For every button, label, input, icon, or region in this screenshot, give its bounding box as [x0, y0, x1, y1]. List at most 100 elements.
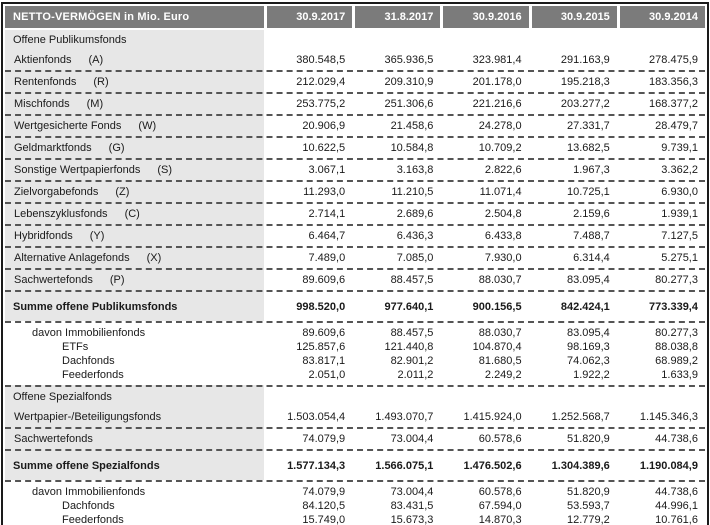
- cell-value: 88.457,5: [390, 274, 434, 286]
- row-label: Mischfonds (M): [5, 98, 264, 110]
- cell-value: 12.779,2: [566, 514, 610, 525]
- row-label-text: Lebenszyklusfonds: [14, 208, 108, 220]
- cell-value: 1.493.070,7: [375, 411, 434, 423]
- detail-line: ETFs 125.857,6 121.440,8 104.870,4 98.169,3 8…: [5, 340, 705, 354]
- cell-value: 51.820,9: [566, 486, 610, 498]
- cell-value: 1.190.084,9: [639, 459, 698, 472]
- cell-value: 14.870,3: [478, 514, 522, 525]
- row-label: Rentenfonds (R): [5, 76, 264, 88]
- cell-value: 10.761,6: [655, 514, 698, 525]
- detail-line-label: Feederfonds: [62, 514, 124, 525]
- data-row: Sonstige Wertpapierfonds (S) 3.067,1 3.163,…: [5, 158, 705, 180]
- cell-value: 44.738,6: [655, 433, 698, 445]
- cell-value: 2.822,6: [484, 164, 522, 176]
- row-label: Summe offene Publikumsfonds: [5, 301, 264, 313]
- row-label-text: Offene Publikumsfonds: [13, 34, 127, 46]
- cell-value: 5.275,1: [661, 252, 698, 264]
- detail-line-label: davon Immobilienfonds: [32, 327, 146, 339]
- row-label: Summe offene Spezialfonds: [5, 460, 264, 472]
- detail-block: davon Immobilienfonds 89.609,6 88.457,5 88.…: [5, 321, 705, 385]
- cell-value: 2.159,6: [573, 208, 610, 220]
- row-label-text: Geldmarktfonds: [14, 142, 92, 154]
- cell-value: 98.169,3: [566, 341, 610, 353]
- cell-value: 1.415.924,0: [463, 411, 522, 423]
- row-label-text: Wertgesicherte Fonds: [14, 120, 122, 132]
- row-code: (G): [108, 142, 125, 154]
- row-code: (A): [88, 54, 104, 66]
- cell-value: 6.314,4: [573, 252, 610, 264]
- cell-value: 1.304.389,6: [551, 459, 610, 472]
- table-body: Offene Publikumsfonds Aktienfonds (A) 380.5…: [5, 30, 705, 525]
- cell-value: 1.503.054,4: [287, 411, 346, 423]
- cell-value: 84.120,5: [302, 500, 346, 512]
- cell-value: 81.680,5: [478, 355, 522, 367]
- cell-value: 15.749,0: [302, 514, 346, 525]
- row-label-text: Wertpapier-/Beteiligungsfonds: [14, 411, 162, 423]
- detail-line-label: davon Immobilienfonds: [32, 486, 146, 498]
- data-row: Aktienfonds (A) 380.548,5 365.936,5 323.981,…: [5, 50, 705, 70]
- detail-line: Feederfonds 15.749,0 15.673,3 14.870,3 12.77…: [5, 513, 705, 525]
- cell-value: 2.714,1: [308, 208, 346, 220]
- data-row: Sachwertefonds (P) 89.609,6 88.457,5 88.030,…: [5, 268, 705, 290]
- cell-value: 10.725,1: [566, 186, 610, 198]
- cell-value: 125.857,6: [296, 341, 346, 353]
- table-title: NETTO-VERMÖGEN in Mio. Euro: [5, 6, 264, 28]
- cell-value: 10.584,8: [390, 142, 434, 154]
- cell-value: 1.922,2: [573, 369, 610, 381]
- data-row: Hybridfonds (Y) 6.464,7 6.436,3 6.433,8 7.488…: [5, 224, 705, 246]
- row-label: Offene Spezialfonds: [5, 391, 264, 403]
- cell-value: 1.145.346,3: [639, 411, 698, 423]
- cell-value: 13.682,5: [566, 142, 610, 154]
- detail-line: davon Immobilienfonds 89.609,6 88.457,5 88.…: [5, 326, 705, 340]
- cell-value: 3.163,8: [396, 164, 434, 176]
- row-label-text: Sachwertefonds: [14, 433, 93, 445]
- cell-value: 88.457,5: [390, 327, 434, 339]
- cell-value: 168.377,2: [649, 98, 698, 110]
- cell-value: 88.030,7: [478, 327, 522, 339]
- detail-line-label: Dachfonds: [62, 355, 115, 367]
- cell-value: 2.249,2: [484, 369, 522, 381]
- cell-value: 21.458,6: [390, 120, 434, 132]
- cell-value: 11.210,5: [391, 186, 434, 198]
- cell-value: 253.775,2: [296, 98, 346, 110]
- detail-line-label: Dachfonds: [62, 500, 115, 512]
- cell-value: 73.004,4: [390, 486, 434, 498]
- row-label: Alternative Anlagefonds (X): [5, 252, 264, 264]
- cell-value: 380.548,5: [296, 54, 346, 66]
- cell-value: 74.079,9: [302, 486, 346, 498]
- cell-value: 60.578,6: [478, 433, 522, 445]
- row-label-text: Aktienfonds: [14, 54, 72, 66]
- cell-value: 104.870,4: [472, 341, 522, 353]
- cell-value: 1.967,3: [573, 164, 610, 176]
- row-label-text: Summe offene Publikumsfonds: [13, 300, 178, 313]
- cell-value: 977.640,1: [384, 300, 434, 313]
- row-label: Hybridfonds (Y): [5, 230, 264, 242]
- cell-value: 60.578,6: [478, 486, 522, 498]
- cell-value: 842.424,1: [560, 300, 610, 313]
- cell-value: 74.062,3: [566, 355, 610, 367]
- cell-value: 11.293,0: [303, 186, 346, 198]
- cell-value: 51.820,9: [566, 433, 610, 445]
- cell-value: 80.277,3: [655, 327, 698, 339]
- detail-line: Dachfonds 84.120,5 83.431,5 67.594,0 53.593,…: [5, 499, 705, 513]
- detail-block: davon Immobilienfonds 74.079,9 73.004,4 60.…: [5, 480, 705, 525]
- cell-value: 73.004,4: [390, 433, 434, 445]
- cell-value: 121.440,8: [384, 341, 434, 353]
- cell-value: 53.593,7: [566, 500, 610, 512]
- cell-value: 323.981,4: [472, 54, 522, 66]
- row-label: Geldmarktfonds (G): [5, 142, 264, 154]
- data-row: Zielvorgabefonds (Z) 11.293,0 11.210,5 11.07…: [5, 180, 705, 202]
- header-date-column: 30.9.2014: [619, 6, 705, 28]
- row-label: Sonstige Wertpapierfonds (S): [5, 164, 264, 176]
- cell-value: 2.011,2: [397, 369, 434, 381]
- section-row: Offene Spezialfonds: [5, 385, 705, 407]
- cell-value: 6.433,8: [484, 230, 522, 242]
- header-date-column: 30.9.2015: [531, 6, 617, 28]
- cell-value: 15.673,3: [390, 514, 434, 525]
- row-label: Wertpapier-/Beteiligungsfonds: [5, 411, 264, 423]
- sum-row: Summe offene Spezialfonds 1.577.134,3 1.56…: [5, 449, 705, 480]
- cell-value: 212.029,4: [296, 76, 346, 88]
- row-label-text: Sonstige Wertpapierfonds: [14, 164, 141, 176]
- cell-value: 44.996,1: [655, 500, 698, 512]
